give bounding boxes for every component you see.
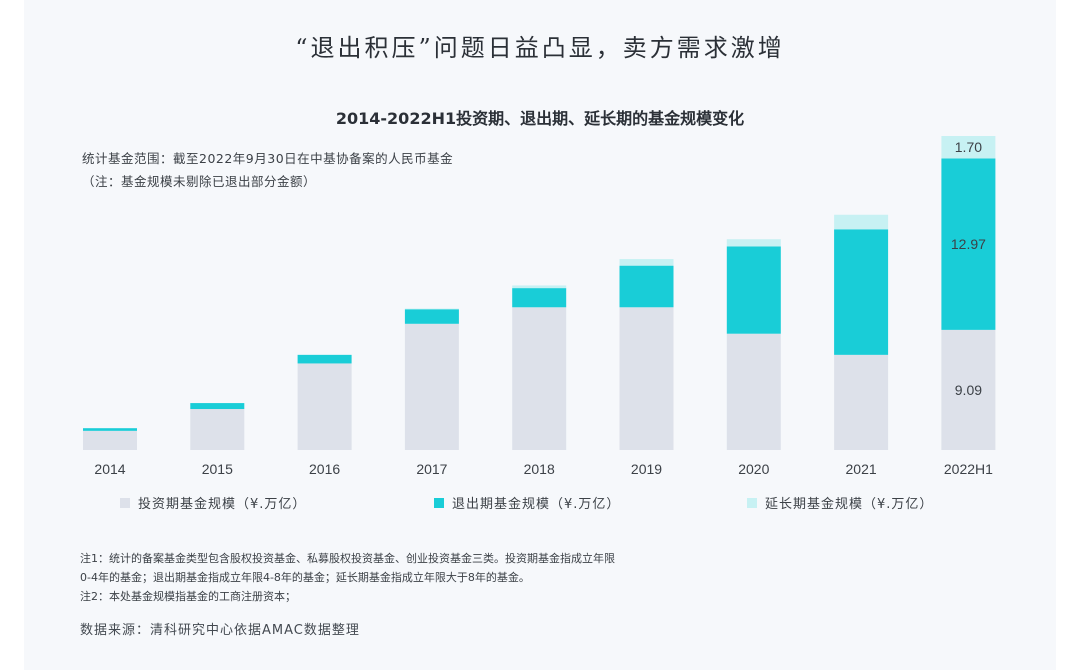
data-label-extension: 1.70 — [955, 139, 982, 155]
legend-item-extension: 延长期基金规模（¥.万亿） — [747, 493, 933, 512]
bar-segment-exit-2020 — [726, 246, 781, 334]
bar-segment-exit-2017 — [404, 309, 459, 324]
bar-segment-extension-2019 — [619, 259, 674, 266]
bar-segment-investment-2017 — [404, 323, 459, 450]
bar-segment-investment-2018 — [512, 307, 567, 450]
data-source: 数据来源：清科研究中心依据AMAC数据整理 — [80, 623, 360, 638]
x-tick-label: 2021 — [846, 461, 877, 477]
bar-segment-investment-2019 — [619, 307, 674, 450]
legend-swatch-investment — [120, 497, 130, 508]
bar-segment-exit-2018 — [512, 288, 567, 308]
bar-segment-investment-2021 — [834, 354, 889, 450]
data-label-investment: 9.09 — [955, 382, 982, 398]
scope-line: （注：基金规模未剔除已退出部分金额） — [82, 174, 317, 189]
legend-swatch-extension — [747, 497, 757, 508]
footnote-line: 注1：统计的备案基金类型包含股权投资基金、私募股权投资基金、创业投资基金三类。投… — [80, 552, 615, 565]
x-tick-label: 2018 — [524, 461, 555, 477]
scope-note: 统计基金范围：截至2022年9月30日在中基协备案的人民币基金 （注：基金规模未… — [82, 147, 453, 193]
bar-segment-exit-2022H1 — [941, 158, 996, 330]
bar-segment-exit-2014 — [83, 428, 137, 431]
bar-segment-exit-2016 — [297, 354, 352, 364]
bar-segment-investment-2015 — [190, 409, 245, 450]
bar-segment-extension-2020 — [726, 239, 781, 247]
legend-label-extension: 延长期基金规模（¥.万亿） — [765, 497, 934, 512]
x-tick-label: 2019 — [631, 461, 662, 477]
chart-title: 2014-2022H1投资期、退出期、延长期的基金规模变化 — [335, 109, 745, 128]
data-label-exit: 12.97 — [951, 236, 986, 252]
legend-label-investment: 投资期基金规模（¥.万亿） — [138, 497, 307, 512]
x-tick-label: 2022H1 — [944, 461, 993, 477]
x-tick-label: 2014 — [94, 461, 125, 477]
bar-segment-extension-2021 — [834, 214, 889, 230]
legend-item-investment: 投资期基金规模（¥.万亿） — [120, 493, 306, 512]
bar-segment-exit-2021 — [834, 229, 889, 355]
footnote-line: 0-4年的基金；退出期基金指成立年限4-8年的基金；延长期基金指成立年限大于8年… — [80, 571, 530, 584]
bar-segment-exit-2015 — [190, 403, 245, 410]
x-tick-label: 2017 — [416, 461, 447, 477]
legend-label-exit: 退出期基金规模（¥.万亿） — [452, 497, 621, 512]
bar-segment-extension-2018 — [512, 285, 567, 289]
legend-item-exit: 退出期基金规模（¥.万亿） — [434, 493, 620, 512]
x-tick-label: 2016 — [309, 461, 340, 477]
x-tick-label: 2015 — [202, 461, 233, 477]
bar-segment-exit-2019 — [619, 265, 674, 308]
bar-segment-extension-2017 — [404, 308, 459, 310]
headline: “退出积压”问题日益凸显，卖方需求激增 — [295, 34, 785, 62]
bar-segment-investment-2022H1 — [941, 329, 996, 450]
scope-line: 统计基金范围：截至2022年9月30日在中基协备案的人民币基金 — [82, 151, 454, 166]
bar-segment-extension-2022H1 — [941, 136, 996, 159]
footnotes: 注1：统计的备案基金类型包含股权投资基金、私募股权投资基金、创业投资基金三类。投… — [80, 549, 615, 606]
footnote-line: 注2：本处基金规模指基金的工商注册资本； — [80, 590, 296, 603]
legend-swatch-exit — [434, 497, 444, 508]
bar-segment-investment-2014 — [83, 430, 137, 450]
bar-segment-investment-2016 — [297, 363, 352, 450]
x-tick-label: 2020 — [738, 461, 769, 477]
bar-segment-investment-2020 — [726, 333, 781, 450]
